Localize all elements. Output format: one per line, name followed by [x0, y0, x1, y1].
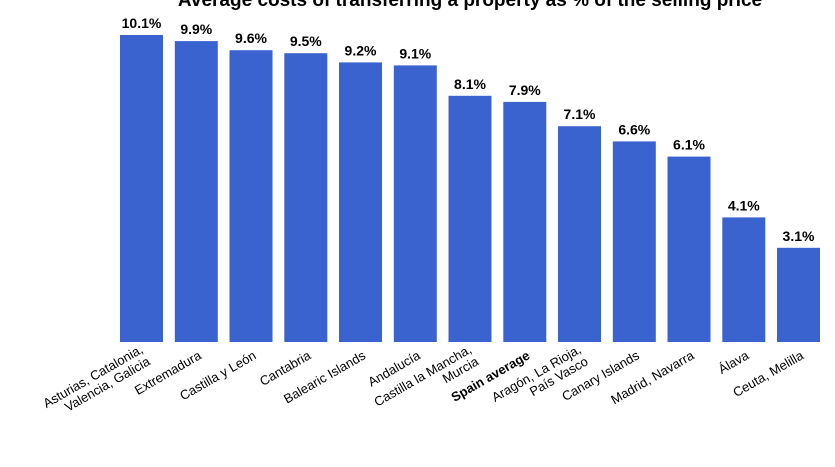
value-label-12: 3.1%	[783, 228, 815, 244]
value-label-5: 9.1%	[399, 45, 431, 61]
value-label-4: 9.2%	[345, 42, 377, 58]
bar-9	[612, 141, 656, 342]
bar-3	[284, 53, 328, 342]
bar-12	[777, 247, 820, 342]
chart-title: Average costs of transferring a property…	[178, 0, 762, 11]
category-label-11: Álava	[716, 347, 752, 377]
bar-1	[174, 41, 218, 342]
value-label-10: 6.1%	[673, 137, 705, 153]
value-labels-group: 10.1% 9.9% 9.6% 9.5% 9.2% 9.1% 8.1% 7.9% 7.1% 6.6…	[122, 15, 815, 244]
bar-10	[667, 156, 711, 342]
value-label-1: 9.9%	[180, 21, 212, 37]
bar-8	[558, 126, 601, 342]
bar-7	[503, 101, 547, 343]
bar-11	[722, 217, 766, 342]
bar-4	[339, 62, 382, 343]
value-label-11: 4.1%	[728, 197, 760, 213]
category-labels-group: Asturias, Catalonia,Valencia, GaliciaExt…	[40, 342, 806, 417]
bars-group	[120, 35, 820, 343]
value-label-7: 7.9%	[509, 82, 541, 98]
value-label-3: 9.5%	[290, 33, 322, 49]
value-label-6: 8.1%	[454, 76, 486, 92]
value-label-2: 9.6%	[235, 30, 267, 46]
value-label-8: 7.1%	[564, 106, 596, 122]
bar-2	[229, 50, 273, 342]
category-label-8: Aragón, La Rioja,País Vasco	[489, 342, 590, 417]
bar-5	[393, 65, 437, 343]
bar-6	[448, 95, 492, 342]
bar-0	[120, 35, 163, 342]
value-label-0: 10.1%	[122, 15, 162, 31]
value-label-9: 6.6%	[618, 121, 650, 137]
